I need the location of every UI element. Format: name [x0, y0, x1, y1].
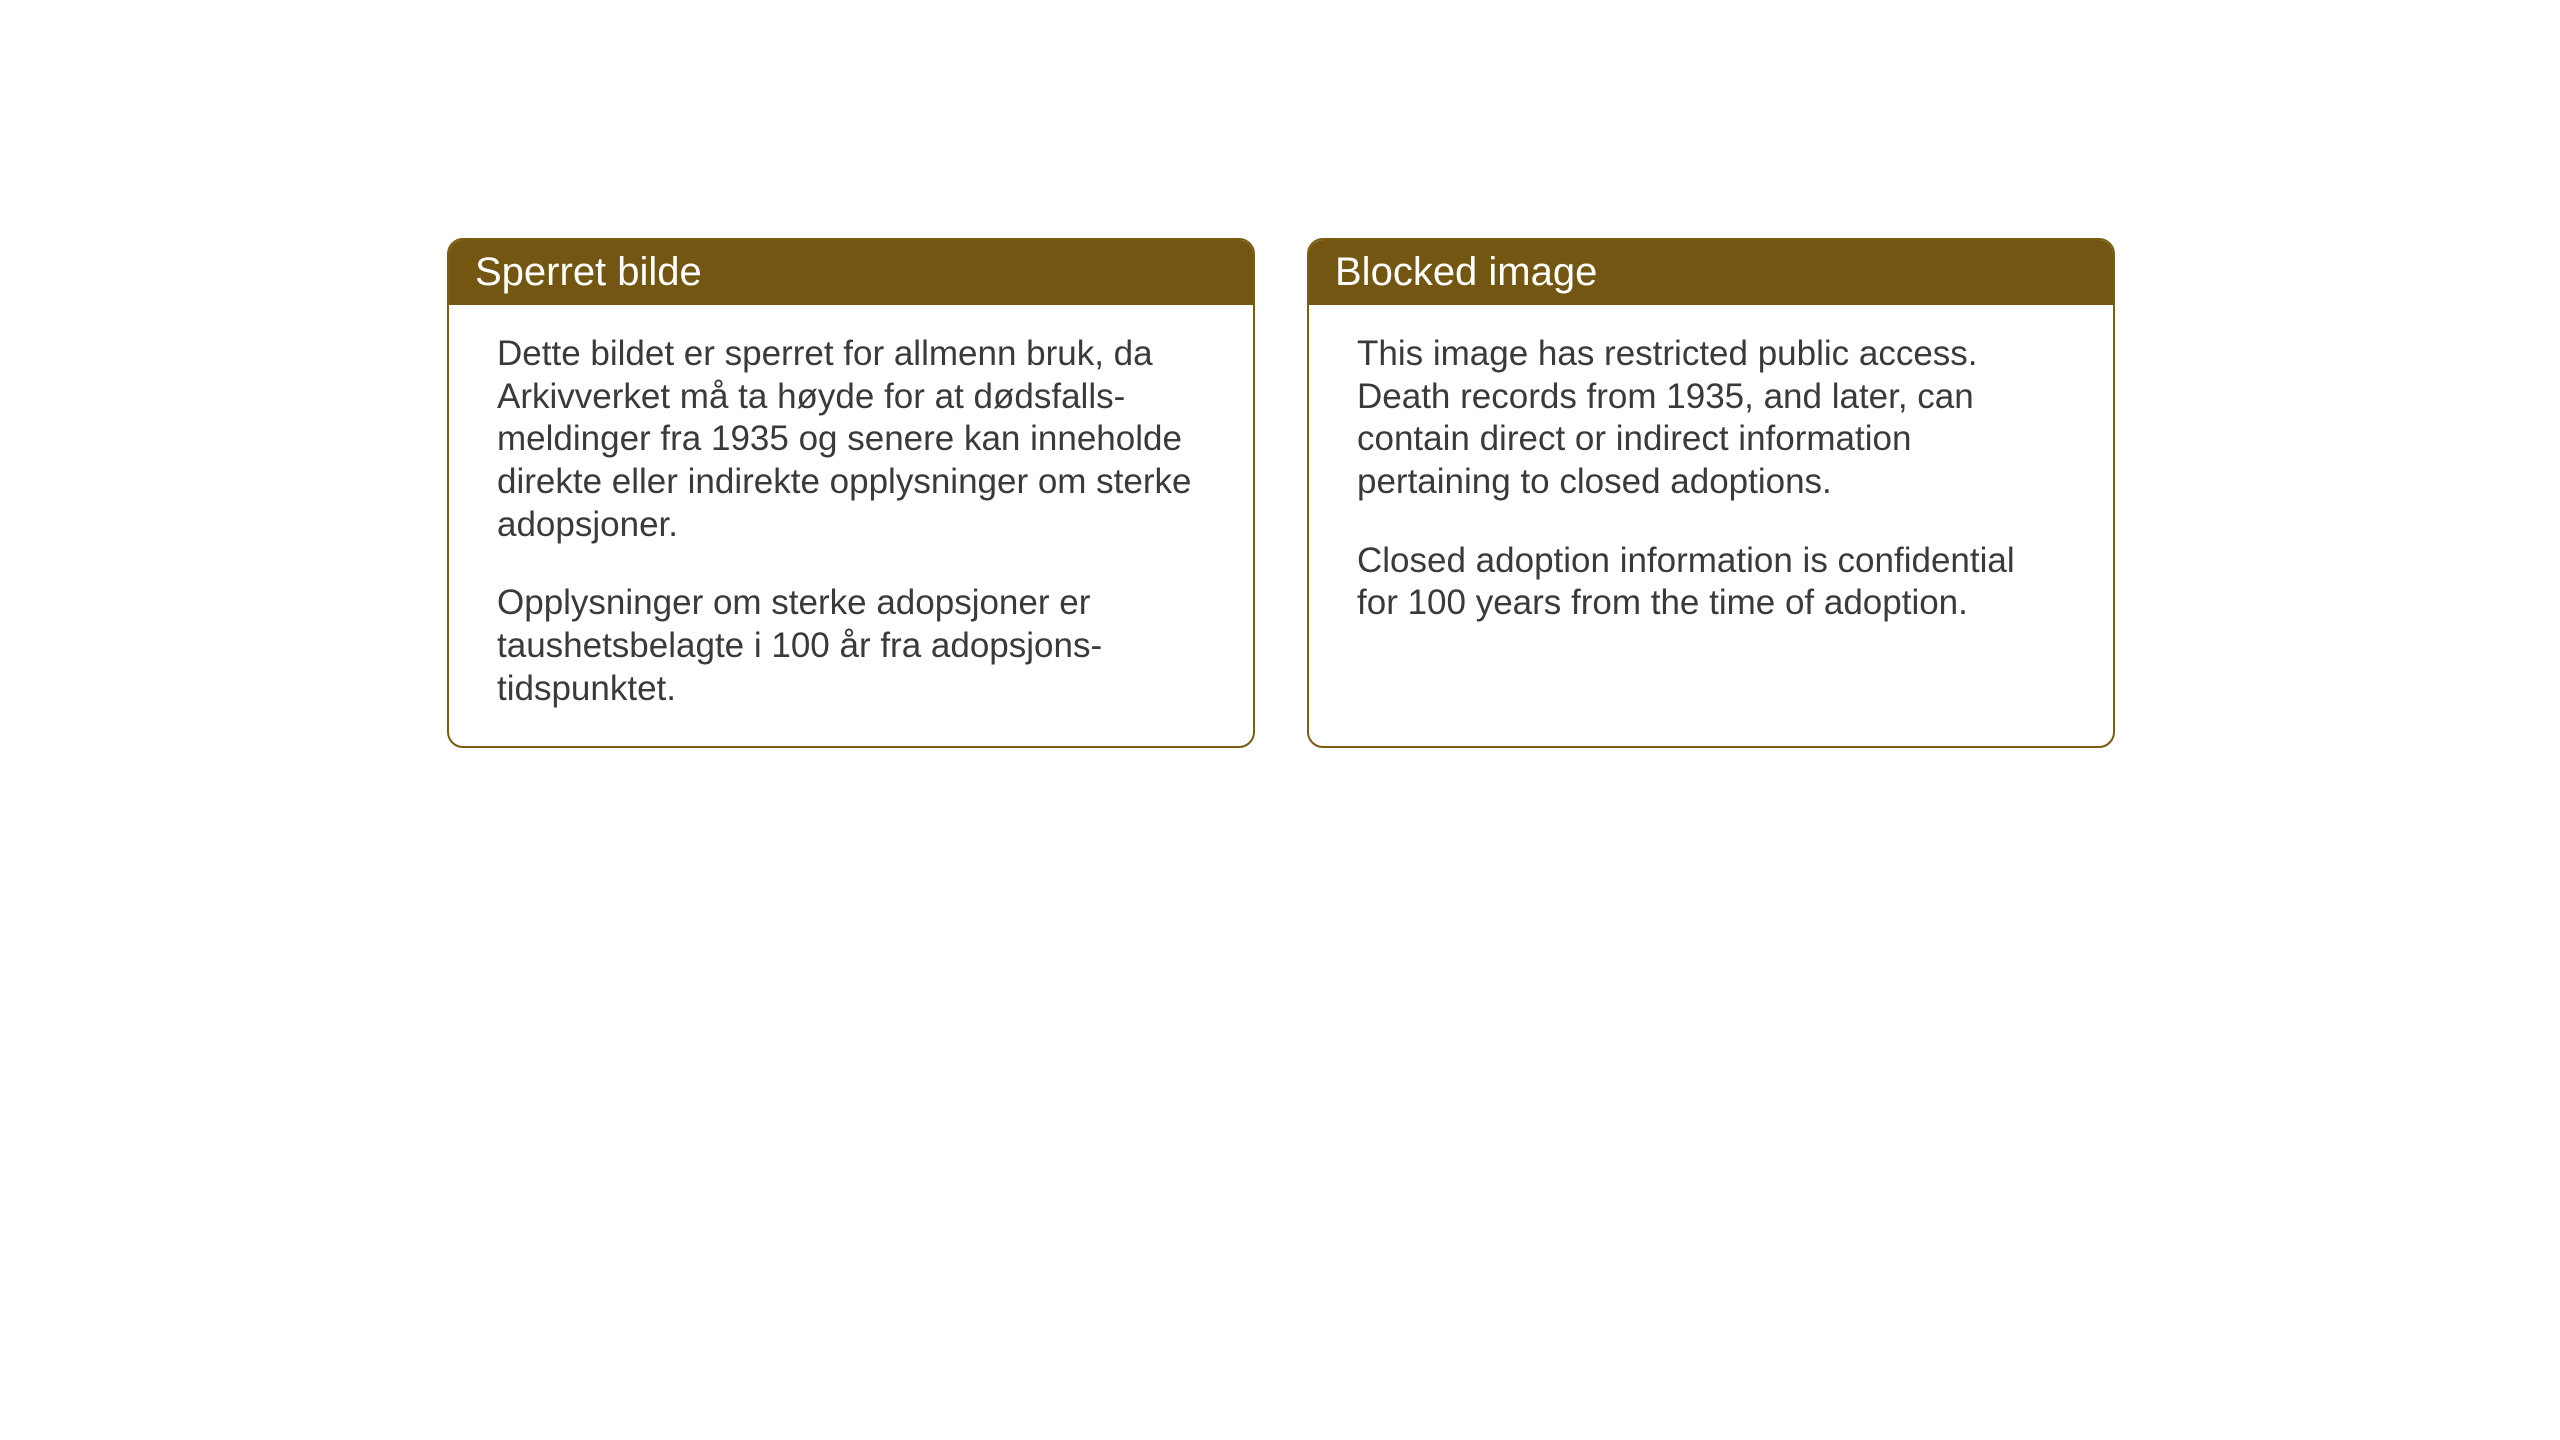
norwegian-paragraph-1: Dette bildet er sperret for allmenn bruk…: [497, 333, 1205, 546]
cards-container: Sperret bilde Dette bildet er sperret fo…: [447, 238, 2115, 748]
norwegian-card-body: Dette bildet er sperret for allmenn bruk…: [449, 305, 1253, 748]
english-card: Blocked image This image has restricted …: [1307, 238, 2115, 748]
norwegian-card-title: Sperret bilde: [449, 240, 1253, 305]
norwegian-card: Sperret bilde Dette bildet er sperret fo…: [447, 238, 1255, 748]
english-card-body: This image has restricted public access.…: [1309, 305, 2113, 665]
norwegian-paragraph-2: Opplysninger om sterke adopsjoner er tau…: [497, 582, 1205, 710]
english-card-title: Blocked image: [1309, 240, 2113, 305]
english-paragraph-1: This image has restricted public access.…: [1357, 333, 2065, 504]
english-paragraph-2: Closed adoption information is confident…: [1357, 540, 2065, 625]
